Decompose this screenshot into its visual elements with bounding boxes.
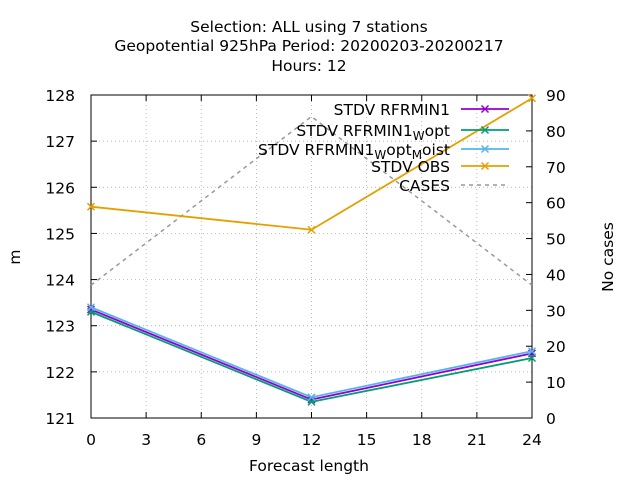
data-point-stroke [307,225,316,234]
y-axis-label: m [6,249,24,264]
y2-tick-label: 10 [546,374,566,392]
x-tick-label: 6 [196,431,206,449]
legend-item: STDV OBS [371,158,509,176]
y2-tick-label: 0 [546,410,556,428]
series-line [90,308,533,401]
data-point [480,104,490,114]
legend-item: STDV RFRMIN1Wopt [296,122,509,143]
chart-title-line-3: Hours: 12 [271,57,346,75]
y-tick-label: 128 [45,87,75,105]
data-point [527,94,537,103]
y2-tick-label: 80 [546,123,566,141]
legend-label: CASES [399,177,450,195]
data-point [307,393,316,402]
data-point [480,144,490,154]
legend-label: STDV RFRMIN1Wopt [296,122,450,143]
series-2 [86,303,537,402]
data-point-stroke [86,303,96,312]
data-point-stroke [527,347,537,356]
axis-ticks: 0 3 6 9 12 15 18 21 24 121 122 123 124 125 126 127 128 0 1… [45,87,565,449]
y-tick-label: 122 [45,364,75,382]
y-tick-label: 125 [45,225,75,243]
x-tick-label: 12 [302,431,322,449]
data-point [86,303,96,312]
data-point-stroke [307,393,316,402]
data-point-stroke [86,305,96,314]
data-point-stroke [86,202,96,211]
chart-title: Selection: ALL using 7 stations Geopoten… [114,18,503,75]
chart-title-line-2: Geopotential 925hPa Period: 20200203-202… [114,37,503,55]
series-0 [86,305,537,404]
data-point-stroke [527,94,537,103]
data-point-stroke [480,104,490,114]
y2-tick-label: 90 [546,87,566,105]
data-point [480,161,490,171]
data-point [527,347,537,356]
y-tick-label: 121 [45,410,75,428]
y2-tick-label: 20 [546,338,566,356]
y2-tick-label: 50 [546,231,566,249]
x-tick-label: 15 [357,431,377,449]
data-point [307,225,316,234]
y2-tick-label: 30 [546,302,566,320]
series-line [90,306,533,399]
y-tick-label: 124 [45,272,75,290]
series-1 [86,307,537,406]
y-tick-label: 127 [45,133,75,151]
y-tick-label: 126 [45,179,75,197]
x-axis-label: Forecast length [249,457,369,475]
x-tick-label: 0 [86,431,96,449]
data-point-stroke [527,353,537,363]
data-point [480,125,490,135]
grid-lines [91,95,532,418]
data-point-stroke [480,125,490,135]
x-tick-label: 24 [522,431,542,449]
data-point [527,353,537,363]
data-point-stroke [480,144,490,154]
legend-label: STDV RFRMIN1 [334,101,450,119]
x-tick-label: 18 [412,431,432,449]
data-point [86,202,96,211]
y2-tick-label: 70 [546,159,566,177]
series-3 [86,94,537,234]
y-tick-label: 123 [45,318,75,336]
series-layer [86,94,537,406]
y2-tick-label: 60 [546,195,566,213]
legend-label: STDV RFRMIN1WoptMoist [258,141,450,162]
legend-item: STDV RFRMIN1 [334,101,509,119]
data-point-stroke [480,161,490,171]
legend-item: CASES [399,177,509,195]
chart-title-line-1: Selection: ALL using 7 stations [190,18,427,36]
y2-axis-label: No cases [599,222,617,292]
y2-tick-label: 40 [546,266,566,284]
x-tick-label: 9 [251,431,261,449]
legend-item: STDV RFRMIN1WoptMoist [258,141,509,162]
x-tick-label: 3 [141,431,151,449]
x-tick-label: 21 [467,431,487,449]
legend-label: STDV OBS [371,158,450,176]
